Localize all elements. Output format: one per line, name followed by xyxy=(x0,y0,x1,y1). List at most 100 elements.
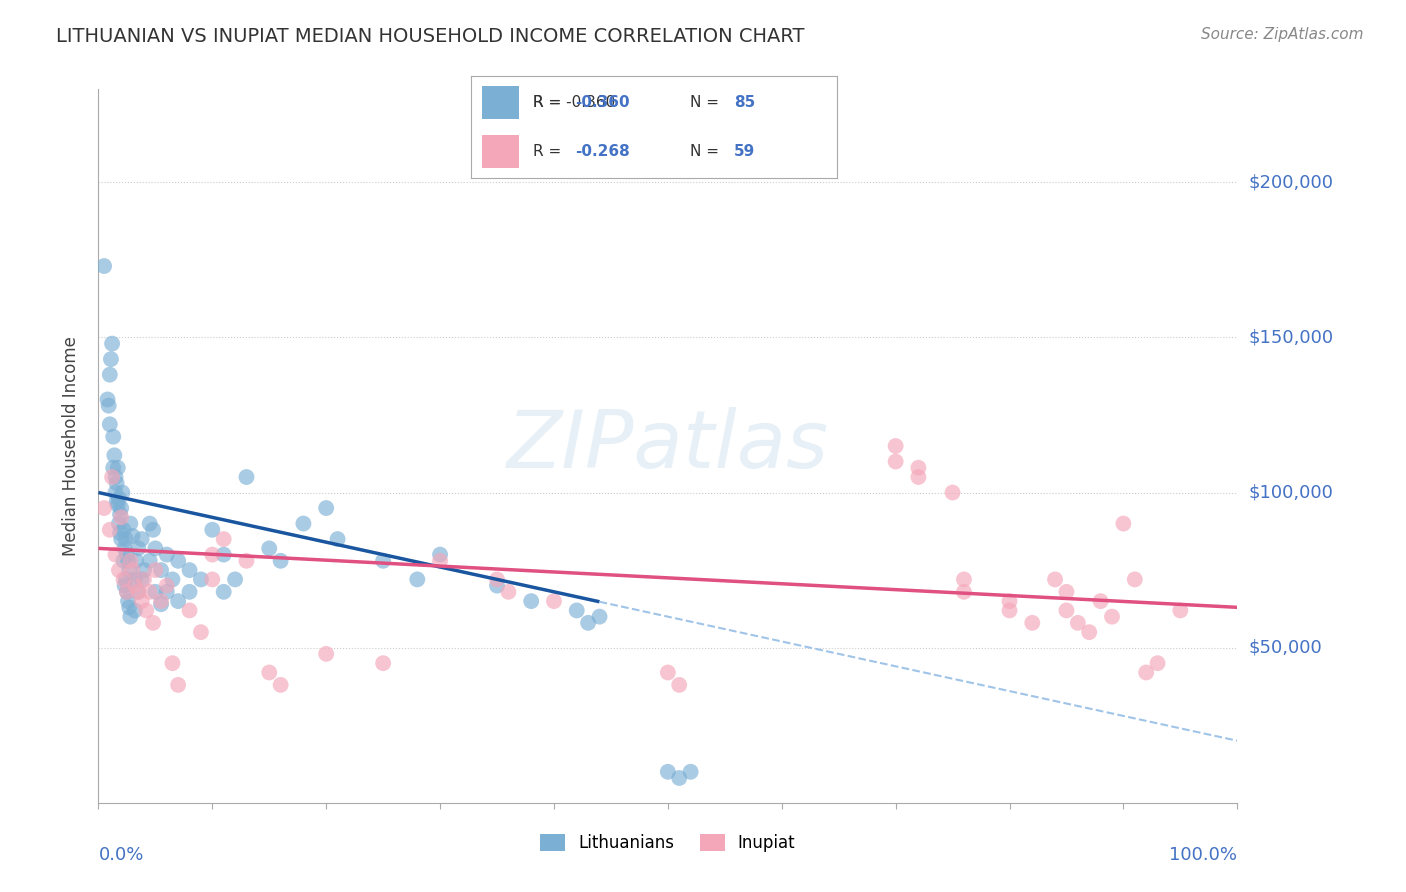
Text: LITHUANIAN VS INUPIAT MEDIAN HOUSEHOLD INCOME CORRELATION CHART: LITHUANIAN VS INUPIAT MEDIAN HOUSEHOLD I… xyxy=(56,27,804,45)
Point xyxy=(1078,625,1101,640)
Point xyxy=(235,554,257,568)
Point xyxy=(190,625,212,640)
Y-axis label: Median Household Income: Median Household Income xyxy=(62,336,80,556)
Point xyxy=(486,579,509,593)
Point xyxy=(97,399,120,413)
Point xyxy=(120,516,142,531)
Point xyxy=(998,594,1021,608)
Point xyxy=(131,594,153,608)
Bar xyxy=(482,136,519,168)
Point xyxy=(115,548,138,562)
Text: N =: N = xyxy=(690,95,724,110)
Point xyxy=(150,563,173,577)
Text: 85: 85 xyxy=(734,95,755,110)
Point xyxy=(101,470,124,484)
Point xyxy=(111,485,134,500)
Point xyxy=(576,615,599,630)
Point xyxy=(107,460,129,475)
Bar xyxy=(482,87,519,119)
Point xyxy=(953,573,976,587)
Point xyxy=(112,573,135,587)
Point xyxy=(371,656,394,670)
Point xyxy=(117,554,139,568)
Point xyxy=(315,647,337,661)
Point xyxy=(101,336,124,351)
Point xyxy=(907,470,929,484)
Point xyxy=(104,485,127,500)
Point xyxy=(103,460,125,475)
Point xyxy=(142,615,165,630)
Point xyxy=(179,584,201,599)
Point xyxy=(588,609,610,624)
Point xyxy=(201,548,224,562)
Point xyxy=(657,665,679,680)
Point xyxy=(907,460,929,475)
Text: $150,000: $150,000 xyxy=(1249,328,1333,346)
Point xyxy=(1021,615,1043,630)
Point xyxy=(150,597,173,611)
Point xyxy=(110,510,132,524)
Point xyxy=(127,584,149,599)
Text: 0.0%: 0.0% xyxy=(98,846,143,863)
Point xyxy=(108,525,131,540)
Point xyxy=(179,563,201,577)
Text: $200,000: $200,000 xyxy=(1249,173,1333,191)
Point xyxy=(131,532,153,546)
Point xyxy=(131,573,153,587)
Point xyxy=(115,584,138,599)
Point xyxy=(112,554,135,568)
Point xyxy=(212,548,235,562)
Point xyxy=(114,573,136,587)
Point xyxy=(132,573,155,587)
Point xyxy=(167,594,190,608)
Point xyxy=(108,508,131,522)
Point xyxy=(118,563,141,577)
Point xyxy=(110,532,132,546)
Point xyxy=(104,548,127,562)
Point xyxy=(565,603,588,617)
Text: 100.0%: 100.0% xyxy=(1170,846,1237,863)
Point xyxy=(156,584,179,599)
Point xyxy=(103,430,125,444)
Point xyxy=(1101,609,1123,624)
Point xyxy=(96,392,118,407)
Point xyxy=(132,563,155,577)
Point xyxy=(110,501,132,516)
Text: -0.268: -0.268 xyxy=(575,145,630,160)
Point xyxy=(259,541,281,556)
Point xyxy=(105,476,128,491)
Text: Source: ZipAtlas.com: Source: ZipAtlas.com xyxy=(1201,27,1364,42)
Text: $50,000: $50,000 xyxy=(1249,639,1322,657)
Point xyxy=(124,579,146,593)
Point xyxy=(124,603,146,617)
Point xyxy=(212,584,235,599)
Point xyxy=(429,548,451,562)
Point xyxy=(93,501,115,516)
Point xyxy=(190,573,212,587)
Point xyxy=(98,523,121,537)
Point xyxy=(142,523,165,537)
Point xyxy=(167,678,190,692)
Point xyxy=(120,609,142,624)
Point xyxy=(1054,603,1078,617)
Point xyxy=(953,584,976,599)
Point xyxy=(138,554,160,568)
Point xyxy=(138,516,160,531)
Point xyxy=(118,600,141,615)
Point xyxy=(942,485,965,500)
Point xyxy=(270,554,292,568)
Text: R =: R = xyxy=(533,95,567,110)
Point xyxy=(98,417,121,432)
Text: -0.360: -0.360 xyxy=(575,95,630,110)
Text: $100,000: $100,000 xyxy=(1249,483,1333,501)
Point xyxy=(117,594,139,608)
Point xyxy=(108,563,131,577)
Point xyxy=(121,563,143,577)
Point xyxy=(100,352,122,367)
Point xyxy=(406,573,429,587)
Point xyxy=(145,541,167,556)
Text: R = -0.360: R = -0.360 xyxy=(533,95,616,110)
Point xyxy=(668,678,690,692)
Point xyxy=(259,665,281,680)
Point xyxy=(107,498,129,512)
